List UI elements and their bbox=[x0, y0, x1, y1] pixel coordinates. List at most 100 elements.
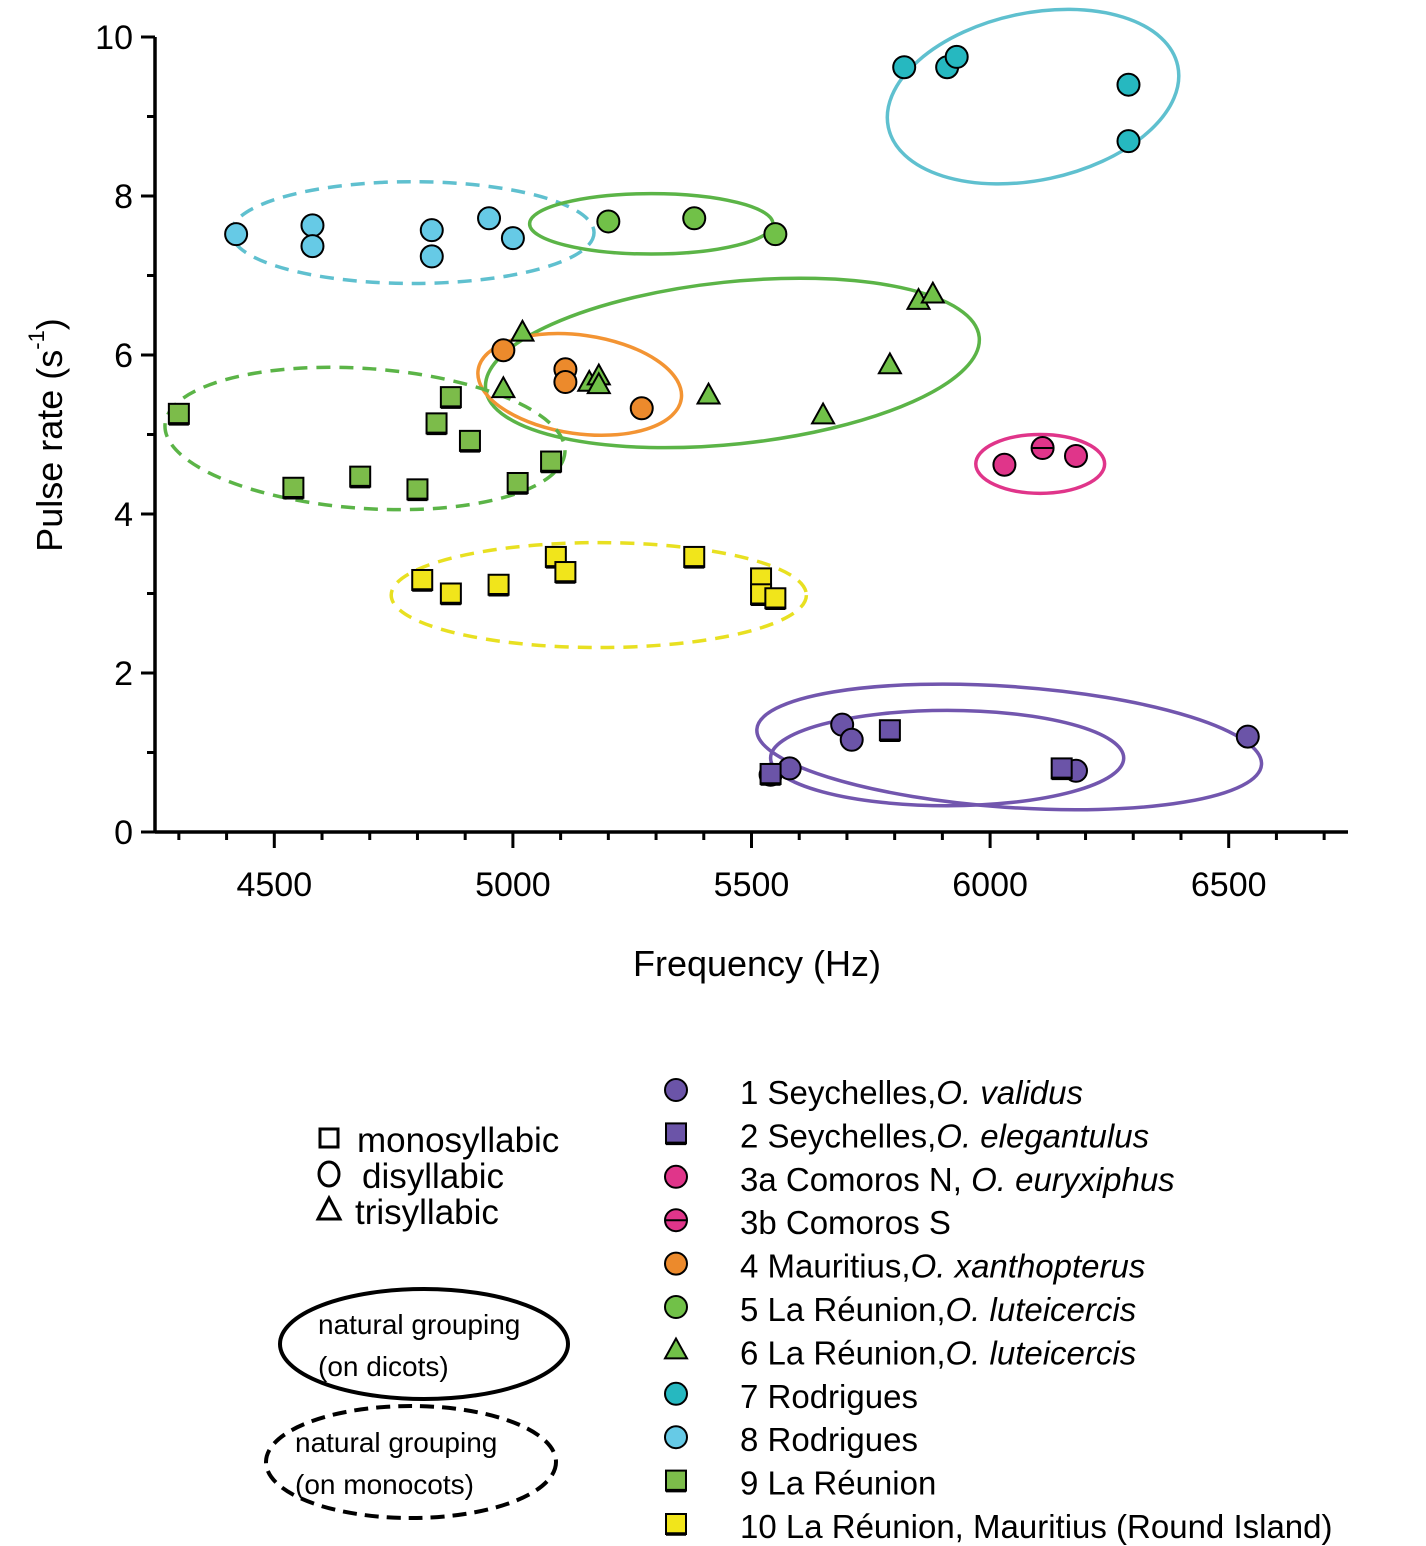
legend-marker-9 bbox=[665, 1469, 687, 1493]
grouping-ellipse-9 bbox=[768, 708, 1126, 808]
legend-label: 2 Seychelles,O. elegantulus bbox=[740, 1117, 1149, 1154]
legend-marker-3a bbox=[664, 1164, 688, 1189]
point-series-4-1 bbox=[491, 338, 516, 363]
legend-entry-10: 10 La Réunion, Mauritius (Round Island) bbox=[665, 1508, 1333, 1545]
point-series-6-5 bbox=[586, 371, 612, 395]
point-series-7-5 bbox=[1116, 129, 1141, 154]
grouping-ellipse-2 bbox=[229, 179, 596, 286]
point-series-10-9 bbox=[764, 587, 787, 611]
point-series-9-7 bbox=[458, 429, 481, 453]
point-series-8-2 bbox=[300, 213, 325, 238]
grouping-key-line1: natural grouping bbox=[318, 1309, 520, 1340]
point-series-3a-1 bbox=[992, 452, 1017, 477]
point-series-10-2 bbox=[439, 582, 462, 606]
y-axis-title-group: Pulse rate (s-1) bbox=[24, 318, 70, 552]
solid-ellipse-icon bbox=[278, 1287, 570, 1401]
point-series-2-2 bbox=[878, 719, 901, 742]
grouping-key-line2: (on dicots) bbox=[318, 1351, 449, 1382]
grouping-ellipses bbox=[163, 7, 1264, 812]
legend-marker-2 bbox=[665, 1122, 687, 1146]
point-series-2-3 bbox=[1050, 757, 1073, 781]
point-series-1-4 bbox=[839, 727, 864, 752]
shape-key-trisyllabic: trisyllabic bbox=[315, 1193, 499, 1232]
point-series-8-3 bbox=[300, 234, 325, 259]
point-series-7-4 bbox=[1116, 72, 1141, 97]
legend-marker-7 bbox=[664, 1381, 688, 1406]
legend-label: 3a Comoros N, O. euryxiphus bbox=[740, 1161, 1175, 1198]
legend: 1 Seychelles,O. validus 2 Seychelles,O. e… bbox=[663, 1074, 1333, 1545]
point-series-6-2 bbox=[509, 318, 536, 342]
grouping-key: natural grouping(on dicots)natural group… bbox=[264, 1287, 570, 1520]
triangle-outline-icon bbox=[315, 1194, 343, 1221]
point-series-6-10 bbox=[920, 280, 946, 304]
legend-entry-7: 7 Rodrigues bbox=[664, 1378, 918, 1415]
point-series-7-1 bbox=[892, 55, 917, 80]
y-tick-label: 10 bbox=[95, 19, 133, 57]
point-series-9-9 bbox=[540, 450, 563, 474]
point-series-1-6 bbox=[1235, 724, 1260, 749]
point-series-9-5 bbox=[425, 412, 448, 436]
point-series-8-1 bbox=[224, 222, 249, 247]
legend-marker-1 bbox=[664, 1078, 688, 1102]
shape-key-monosyllabic: monosyllabic bbox=[318, 1121, 559, 1160]
y-tick-label: 2 bbox=[114, 655, 133, 693]
legend-label: 8 Rodrigues bbox=[740, 1421, 918, 1458]
point-series-4-3 bbox=[553, 370, 578, 395]
point-series-9-4 bbox=[406, 478, 429, 502]
point-series-8-7 bbox=[500, 226, 525, 251]
grouping-key-line2: (on monocots) bbox=[295, 1469, 474, 1500]
legend-label: 5 La Réunion,O. luteicercis bbox=[740, 1291, 1136, 1328]
point-series-9-2 bbox=[282, 476, 305, 500]
legend-label: 3b Comoros S bbox=[740, 1204, 951, 1241]
point-series-9-1 bbox=[167, 402, 190, 426]
y-tick-label: 8 bbox=[114, 178, 133, 216]
shape-key-label: monosyllabic bbox=[357, 1121, 559, 1160]
x-tick-label: 5000 bbox=[475, 866, 551, 904]
grouping-ellipse-1 bbox=[885, 7, 1181, 186]
legend-entry-8: 8 Rodrigues bbox=[664, 1421, 918, 1458]
point-series-6-8 bbox=[877, 351, 903, 375]
legend-entry-4: 4 Mauritius,O. xanthopterus bbox=[664, 1248, 1145, 1285]
x-tick-label: 6500 bbox=[1191, 866, 1267, 904]
axes: 0 2 4 6 8 10 4500 5000 5500 6000 6500 bbox=[95, 19, 1348, 904]
legend-marker-3b bbox=[664, 1208, 688, 1233]
dashed-ellipse-icon bbox=[264, 1404, 558, 1520]
point-series-9-3 bbox=[349, 465, 372, 489]
legend-marker-4 bbox=[664, 1251, 688, 1276]
legend-entry-3b: 3b Comoros S bbox=[664, 1204, 951, 1241]
point-series-8-4 bbox=[419, 218, 444, 243]
y-axis-title-close: ) bbox=[29, 318, 70, 330]
point-series-5-2 bbox=[682, 206, 707, 231]
point-series-9-6 bbox=[439, 386, 462, 409]
x-tick-label: 5500 bbox=[714, 866, 790, 904]
legend-label: 10 La Réunion, Mauritius (Round Island) bbox=[740, 1508, 1333, 1545]
point-series-4-4 bbox=[629, 396, 654, 421]
y-tick-label: 0 bbox=[114, 814, 133, 852]
point-series-10-5 bbox=[554, 561, 577, 584]
square-outline-icon bbox=[318, 1127, 340, 1149]
y-tick-label: 4 bbox=[114, 496, 133, 534]
legend-label: 4 Mauritius,O. xanthopterus bbox=[740, 1248, 1145, 1285]
point-series-6-7 bbox=[810, 401, 836, 425]
y-axis-title: Pulse rate (s-1) bbox=[24, 318, 70, 552]
legend-label: 7 Rodrigues bbox=[740, 1378, 918, 1415]
circle-outline-icon bbox=[317, 1160, 341, 1188]
legend-entry-9: 9 La Réunion bbox=[665, 1465, 936, 1502]
grouping-ellipse-6 bbox=[974, 432, 1107, 496]
shape-key-label: disyllabic bbox=[362, 1157, 504, 1196]
grouping-ellipse-5 bbox=[476, 331, 684, 438]
point-series-10-3 bbox=[487, 573, 510, 597]
grouping-key-solid: natural grouping (on dicots) bbox=[278, 1287, 570, 1401]
grouping-ellipse-10 bbox=[755, 682, 1264, 812]
legend-marker-10 bbox=[665, 1513, 687, 1536]
point-series-6-6 bbox=[695, 381, 722, 405]
legend-marker-5 bbox=[664, 1295, 688, 1319]
legend-entry-1: 1 Seychelles,O. validus bbox=[664, 1074, 1083, 1111]
point-series-5-1 bbox=[596, 209, 621, 234]
shape-key-label: trisyllabic bbox=[355, 1193, 499, 1232]
point-series-9-8 bbox=[506, 471, 529, 495]
shape-key-disyllabic: disyllabic bbox=[317, 1157, 504, 1196]
grouping-key-line1: natural grouping bbox=[295, 1427, 497, 1458]
point-series-5-3 bbox=[763, 222, 788, 247]
legend-entry-5: 5 La Réunion,O. luteicercis bbox=[664, 1291, 1136, 1328]
